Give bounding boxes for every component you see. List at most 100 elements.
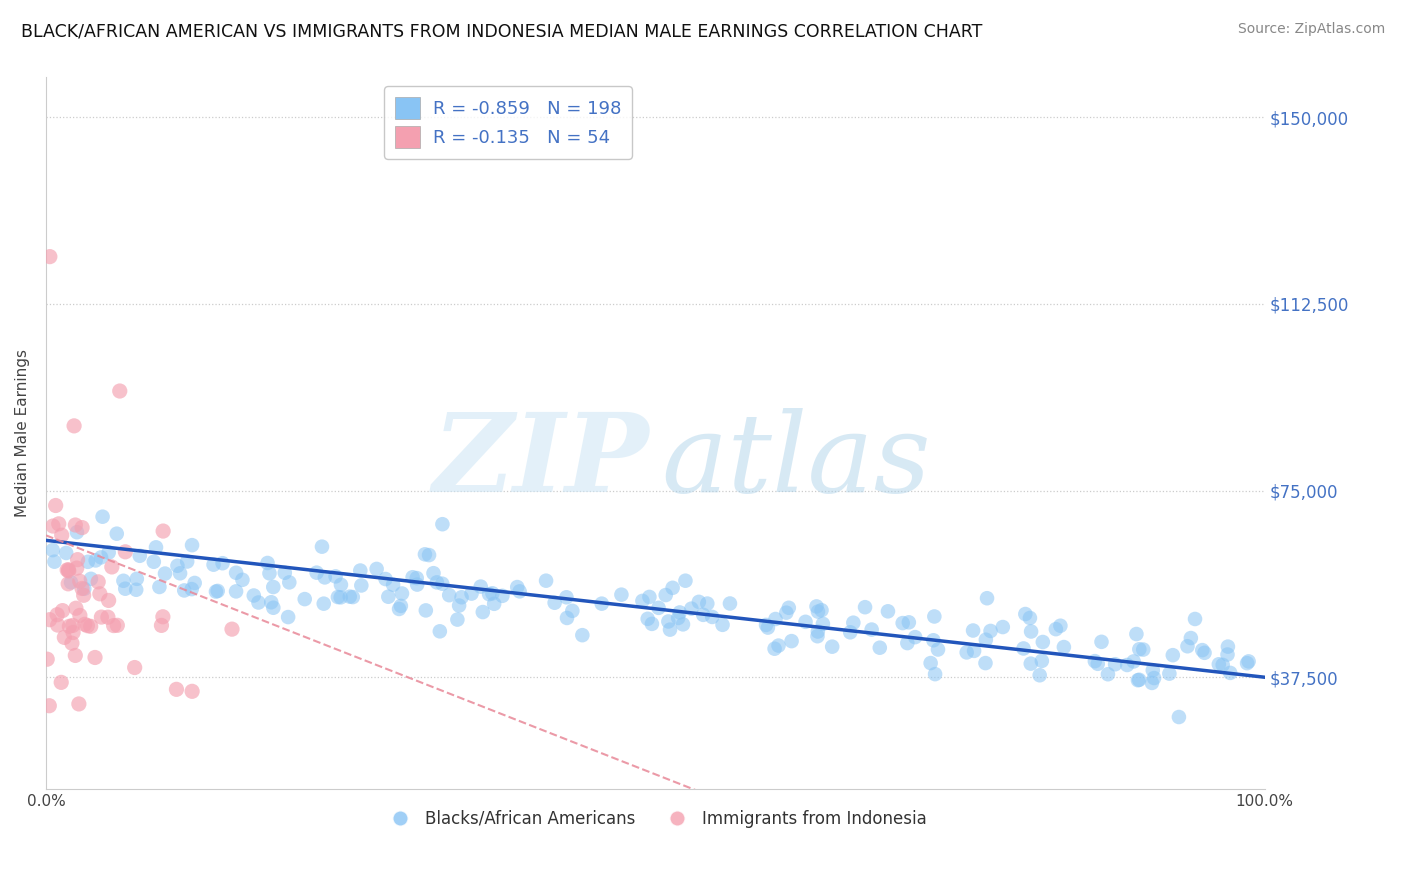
Point [432, 517, 454, 532]
Point [1097, 667, 1119, 681]
Text: BLACK/AFRICAN AMERICAN VS IMMIGRANTS FROM INDONESIA MEDIAN MALE EARNINGS CORRELA: BLACK/AFRICAN AMERICAN VS IMMIGRANTS FRO… [21, 22, 983, 40]
Point [1161, 648, 1184, 662]
Point [38, 613, 60, 627]
Point [391, 586, 413, 600]
Point [631, 594, 654, 608]
Point [366, 562, 388, 576]
Point [654, 588, 676, 602]
Point [853, 600, 876, 615]
Point [509, 584, 531, 599]
Point [101, 560, 124, 574]
Point [1142, 663, 1164, 677]
Point [60, 636, 83, 650]
Point [45, 499, 67, 513]
Point [312, 597, 335, 611]
Point [58, 564, 80, 578]
Point [221, 622, 243, 636]
Point [976, 591, 998, 606]
Point [842, 615, 865, 630]
Point [1053, 640, 1076, 654]
Point [84, 650, 107, 665]
Text: atlas: atlas [661, 408, 931, 516]
Point [638, 590, 661, 604]
Point [765, 612, 787, 626]
Point [1216, 640, 1239, 654]
Point [1084, 654, 1107, 668]
Point [478, 587, 501, 601]
Point [778, 600, 800, 615]
Point [388, 602, 411, 616]
Point [1208, 657, 1230, 672]
Point [37, 652, 59, 666]
Point [294, 592, 316, 607]
Point [329, 578, 352, 592]
Point [470, 580, 492, 594]
Point [482, 597, 505, 611]
Point [211, 556, 233, 570]
Point [38, 250, 60, 264]
Point [97, 593, 120, 607]
Point [877, 604, 900, 618]
Point [1194, 646, 1216, 660]
Point [672, 617, 695, 632]
Point [763, 641, 786, 656]
Point [1177, 640, 1199, 654]
Point [277, 610, 299, 624]
Point [153, 566, 176, 581]
Point [657, 615, 679, 629]
Point [278, 575, 301, 590]
Point [65, 601, 87, 615]
Point [69, 608, 91, 623]
Point [1128, 642, 1150, 657]
Point [1019, 657, 1042, 671]
Point [897, 615, 920, 630]
Point [60, 575, 83, 590]
Legend: Blacks/African Americans, Immigrants from Indonesia: Blacks/African Americans, Immigrants fro… [377, 803, 934, 834]
Point [53, 631, 76, 645]
Point [314, 570, 336, 584]
Point [1126, 673, 1149, 688]
Point [571, 628, 593, 642]
Point [647, 600, 669, 615]
Point [51, 675, 73, 690]
Point [688, 595, 710, 609]
Point [696, 597, 718, 611]
Point [128, 549, 150, 563]
Point [429, 624, 451, 639]
Point [97, 610, 120, 624]
Point [305, 566, 328, 580]
Point [1143, 671, 1166, 685]
Point [426, 575, 449, 590]
Point [169, 566, 191, 581]
Point [896, 636, 918, 650]
Point [811, 616, 834, 631]
Point [755, 618, 778, 632]
Point [56, 577, 79, 591]
Point [904, 630, 927, 644]
Point [65, 518, 87, 533]
Point [259, 566, 281, 581]
Point [661, 581, 683, 595]
Point [561, 604, 583, 618]
Point [173, 583, 195, 598]
Point [543, 596, 565, 610]
Point [51, 528, 73, 542]
Point [62, 625, 84, 640]
Point [1125, 627, 1147, 641]
Point [1180, 631, 1202, 645]
Point [401, 570, 423, 584]
Point [56, 563, 79, 577]
Point [89, 587, 111, 601]
Point [231, 573, 253, 587]
Point [207, 583, 229, 598]
Point [780, 634, 803, 648]
Point [62, 618, 84, 632]
Point [681, 601, 703, 615]
Point [1216, 648, 1239, 662]
Text: Source: ZipAtlas.com: Source: ZipAtlas.com [1237, 22, 1385, 37]
Point [274, 566, 297, 580]
Point [1032, 635, 1054, 649]
Point [80, 619, 103, 633]
Point [105, 618, 128, 632]
Point [1116, 657, 1139, 672]
